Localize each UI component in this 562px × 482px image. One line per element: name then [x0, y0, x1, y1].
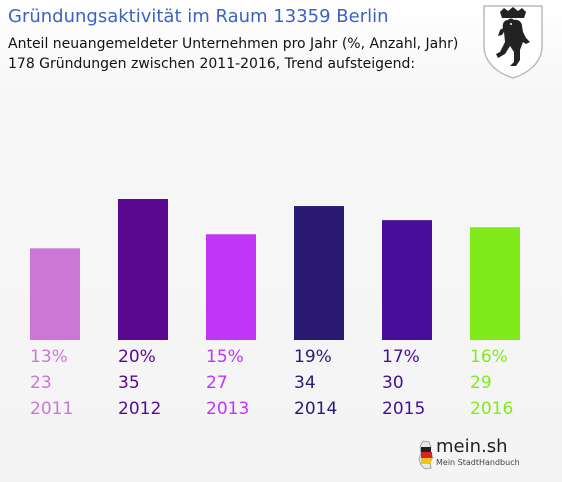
percent-label-2012: 20%	[118, 347, 156, 367]
percent-label-2011: 13%	[30, 347, 68, 367]
chart-subtitle: Anteil neuangemeldeter Unternehmen pro J…	[8, 34, 478, 74]
year-label-2012: 2012	[118, 399, 162, 419]
percent-label-2015: 17%	[382, 347, 420, 367]
count-label-2012: 35	[118, 373, 140, 393]
germany-map-icon	[418, 440, 434, 470]
count-label-2014: 34	[294, 373, 316, 393]
count-label-2015: 30	[382, 373, 404, 393]
bar-2011	[30, 248, 80, 340]
logo-subtitle: Mein StadtHandbuch	[436, 458, 520, 467]
berlin-bear-crest-icon	[483, 5, 543, 79]
count-label-2016: 29	[470, 373, 492, 393]
mein-sh-logo: mein.sh Mein StadtHandbuch	[418, 436, 528, 474]
year-label-2011: 2011	[30, 399, 74, 419]
count-label-2013: 27	[206, 373, 228, 393]
percent-label-2013: 15%	[206, 347, 244, 367]
percent-label-2016: 16%	[470, 347, 508, 367]
year-label-2014: 2014	[294, 399, 338, 419]
logo-text: mein.sh	[436, 436, 508, 457]
percent-label-2014: 19%	[294, 347, 332, 367]
year-label-2015: 2015	[382, 399, 426, 419]
chart-title: Gründungsaktivität im Raum 13359 Berlin	[8, 6, 389, 27]
bar-2015	[382, 220, 432, 340]
bar-2012	[118, 199, 168, 340]
year-label-2016: 2016	[470, 399, 514, 419]
bar-2013	[206, 234, 256, 340]
bar-2014	[294, 206, 344, 340]
count-label-2011: 23	[30, 373, 52, 393]
bar-2016	[470, 227, 520, 340]
year-label-2013: 2013	[206, 399, 250, 419]
subtitle-line-2: 178 Gründungen zwischen 2011-2016, Trend…	[8, 56, 416, 72]
subtitle-line-1: Anteil neuangemeldeter Unternehmen pro J…	[8, 36, 459, 52]
